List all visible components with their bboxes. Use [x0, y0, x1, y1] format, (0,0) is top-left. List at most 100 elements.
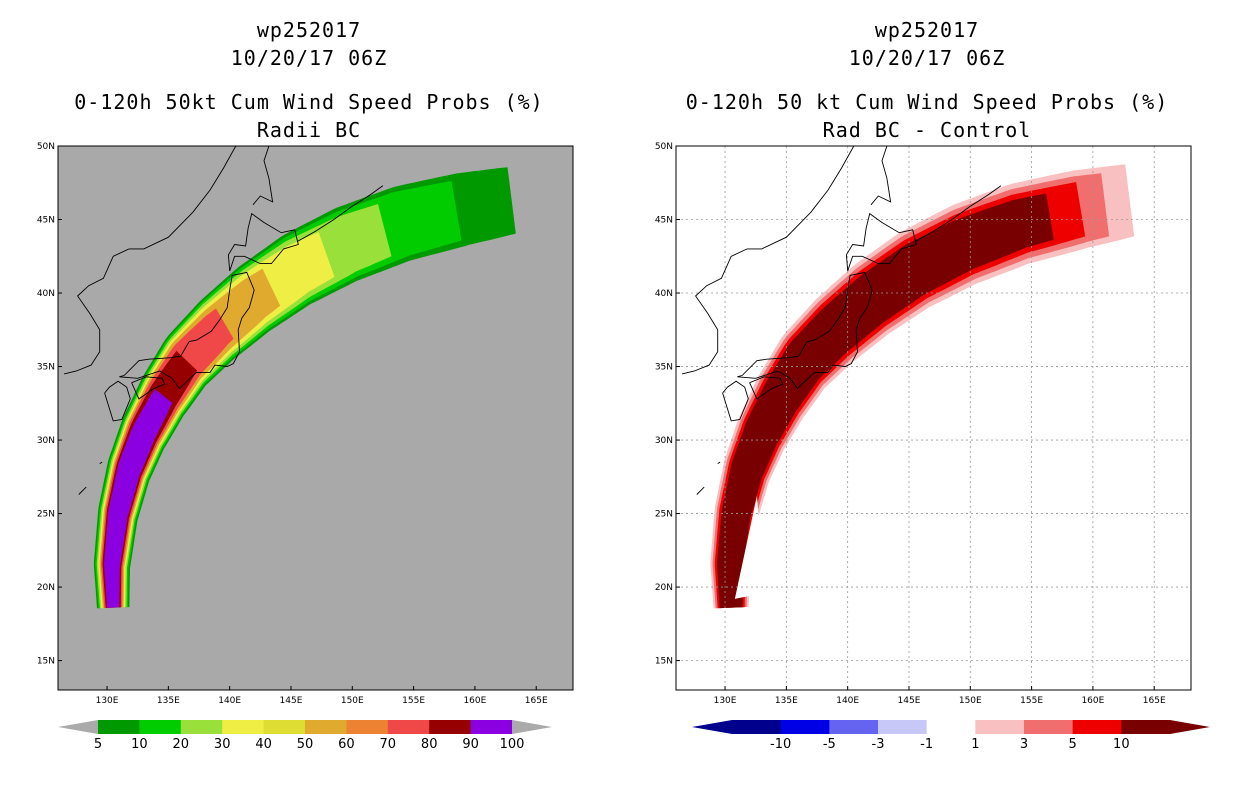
colorbar-label: 5: [1069, 737, 1077, 752]
coastline: [99, 461, 103, 464]
colorbar-label: -1: [920, 737, 933, 752]
colorbar-label: -5: [823, 737, 836, 752]
coastline: [681, 146, 855, 375]
notch-region: [734, 495, 765, 599]
colorbar-arrow-right: [1170, 720, 1210, 734]
chart-title-variable: 0-120h 50kt Cum Wind Speed Probs (%): [74, 90, 544, 114]
colorbar-segment: [975, 720, 1025, 734]
x-tick-label: 135E: [157, 696, 180, 706]
contour-band-10: [717, 193, 1054, 609]
chart-subtitle: Radii BC: [256, 118, 362, 142]
colorbar-segment: [222, 720, 265, 734]
y-tick-label: 50N: [655, 142, 673, 152]
y-tick-label: 35N: [655, 363, 673, 373]
colorbar-label: 70: [380, 737, 397, 752]
colorbar-segment: [732, 720, 782, 734]
coastline: [717, 461, 721, 464]
x-tick-label: 140E: [836, 696, 859, 706]
colorbar-label: 10: [1113, 737, 1130, 752]
coastline: [914, 185, 1002, 242]
x-tick-label: 150E: [341, 696, 364, 706]
contour-band-100: [103, 389, 173, 608]
colorbar-arrow-right: [512, 720, 552, 734]
colorbar-label: 3: [1020, 737, 1028, 752]
x-tick-label: 130E: [714, 696, 737, 706]
coastline: [845, 212, 917, 272]
coastline: [34, 521, 38, 524]
coastlines: [34, 146, 384, 524]
chart-title-datetime: 10/20/17 06Z: [848, 46, 1006, 70]
colorbar-label: 20: [173, 737, 190, 752]
coastline: [119, 271, 255, 390]
coastline: [227, 212, 299, 272]
coastline: [63, 146, 237, 375]
colorbar-segment: [346, 720, 389, 734]
coastline: [296, 185, 384, 242]
x-tick-label: 140E: [218, 696, 241, 706]
colorbar-label: -3: [872, 737, 885, 752]
coastline: [737, 271, 873, 390]
map-plot-radii-bc: 130E 135E 140E 145E 150E 155E 160E 165E 50N 45N 40…: [34, 142, 574, 752]
x-tick-label: 165E: [525, 696, 548, 706]
colorbar-segment: [470, 720, 513, 734]
coastlines: [652, 146, 1002, 524]
colorbar-label: -10: [770, 737, 791, 752]
colorbar-label: 80: [421, 737, 438, 752]
x-tick-label: 130E: [96, 696, 119, 706]
x-tick-label: 155E: [1020, 696, 1043, 706]
x-tick-label: 160E: [463, 696, 486, 706]
y-tick-label: 45N: [37, 216, 55, 226]
y-tick-label: 20N: [655, 583, 673, 593]
coastline: [722, 380, 749, 422]
colorbar-label: 10: [131, 737, 148, 752]
y-tick-label: 30N: [37, 436, 55, 446]
colorbar-segment: [263, 720, 306, 734]
colorbar-label: 40: [255, 737, 272, 752]
y-tick-label: 40N: [37, 289, 55, 299]
colorbar-segment: [387, 720, 430, 734]
map-plot-rad-bc-control: 130E 135E 140E 145E 150E 155E 160E 165E 50N 45N 40…: [652, 142, 1210, 752]
colorbar-label: 1: [971, 737, 979, 752]
colorbar-segment: [1024, 720, 1074, 734]
colorbar-segment: [878, 720, 928, 734]
y-tick-label: 15N: [655, 657, 673, 667]
x-tick-label: 150E: [959, 696, 982, 706]
coastline: [131, 376, 166, 400]
colorbar-segment: [305, 720, 347, 734]
chart-title-variable: 0-120h 50 kt Cum Wind Speed Probs (%): [685, 90, 1169, 114]
colorbar-label: 100: [500, 737, 525, 752]
coastline: [78, 486, 87, 495]
coastline: [749, 376, 784, 400]
chart-title-datetime: 10/20/17 06Z: [230, 46, 388, 70]
chart-subtitle: Rad BC - Control: [822, 118, 1032, 142]
y-tick-label: 40N: [655, 289, 673, 299]
x-tick-label: 165E: [1143, 696, 1166, 706]
colorbar-label: 60: [338, 737, 355, 752]
x-tick-label: 135E: [775, 696, 798, 706]
plot-frame: [57, 145, 574, 691]
y-tick-label: 15N: [37, 657, 55, 667]
colorbar-segment: [926, 720, 976, 734]
colorbar-segment: [429, 720, 472, 734]
panel-radii-bc: wp252017 10/20/17 06Z 0-120h 50kt Cum Wi…: [34, 18, 574, 752]
y-tick-label: 35N: [37, 363, 55, 373]
x-tick-label: 160E: [1081, 696, 1104, 706]
coastline: [652, 521, 656, 524]
colorbar-segment: [780, 720, 830, 734]
coastline: [696, 486, 705, 495]
x-tick-label: 145E: [280, 696, 303, 706]
coastline: [252, 146, 274, 206]
probability-swath: [710, 164, 1135, 609]
x-tick-label: 155E: [402, 696, 425, 706]
colorbar-segment: [1072, 720, 1122, 734]
plot-frame: [675, 145, 1192, 691]
colorbar-segment: [139, 720, 182, 734]
x-tick-label: 145E: [898, 696, 921, 706]
y-tick-label: 20N: [37, 583, 55, 593]
colorbar-segment: [829, 720, 879, 734]
coastline: [104, 380, 131, 422]
colorbar-label: 90: [462, 737, 479, 752]
y-tick-label: 45N: [655, 216, 673, 226]
colorbar-label: 50: [297, 737, 314, 752]
colorbar-segment: [1121, 720, 1171, 734]
